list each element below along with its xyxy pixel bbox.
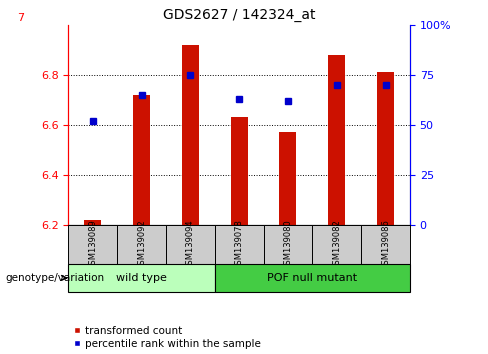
Text: GSM139080: GSM139080: [284, 219, 292, 270]
Text: GSM139082: GSM139082: [332, 219, 341, 270]
Text: GSM139094: GSM139094: [186, 219, 195, 270]
Bar: [117, 225, 166, 264]
Text: GSM139092: GSM139092: [137, 219, 146, 270]
Bar: [166, 225, 215, 264]
Bar: [312, 225, 361, 264]
Bar: [264, 225, 312, 264]
Bar: [133, 95, 150, 225]
Bar: [182, 45, 199, 225]
Bar: [68, 225, 117, 264]
Bar: [328, 55, 345, 225]
Bar: [279, 132, 297, 225]
Bar: [68, 264, 215, 292]
Text: genotype/variation: genotype/variation: [5, 273, 104, 283]
Text: wild type: wild type: [116, 273, 167, 283]
Bar: [215, 225, 264, 264]
Bar: [230, 117, 248, 225]
Title: GDS2627 / 142324_at: GDS2627 / 142324_at: [163, 8, 315, 22]
Text: GSM139086: GSM139086: [381, 219, 390, 270]
Text: GSM139078: GSM139078: [235, 219, 244, 270]
Bar: [84, 220, 102, 225]
Bar: [377, 72, 394, 225]
Legend: transformed count, percentile rank within the sample: transformed count, percentile rank withi…: [74, 326, 261, 349]
Bar: [215, 264, 410, 292]
Bar: [361, 225, 410, 264]
Text: POF null mutant: POF null mutant: [267, 273, 357, 283]
Text: GSM139089: GSM139089: [88, 219, 97, 270]
Text: 7: 7: [17, 13, 24, 23]
